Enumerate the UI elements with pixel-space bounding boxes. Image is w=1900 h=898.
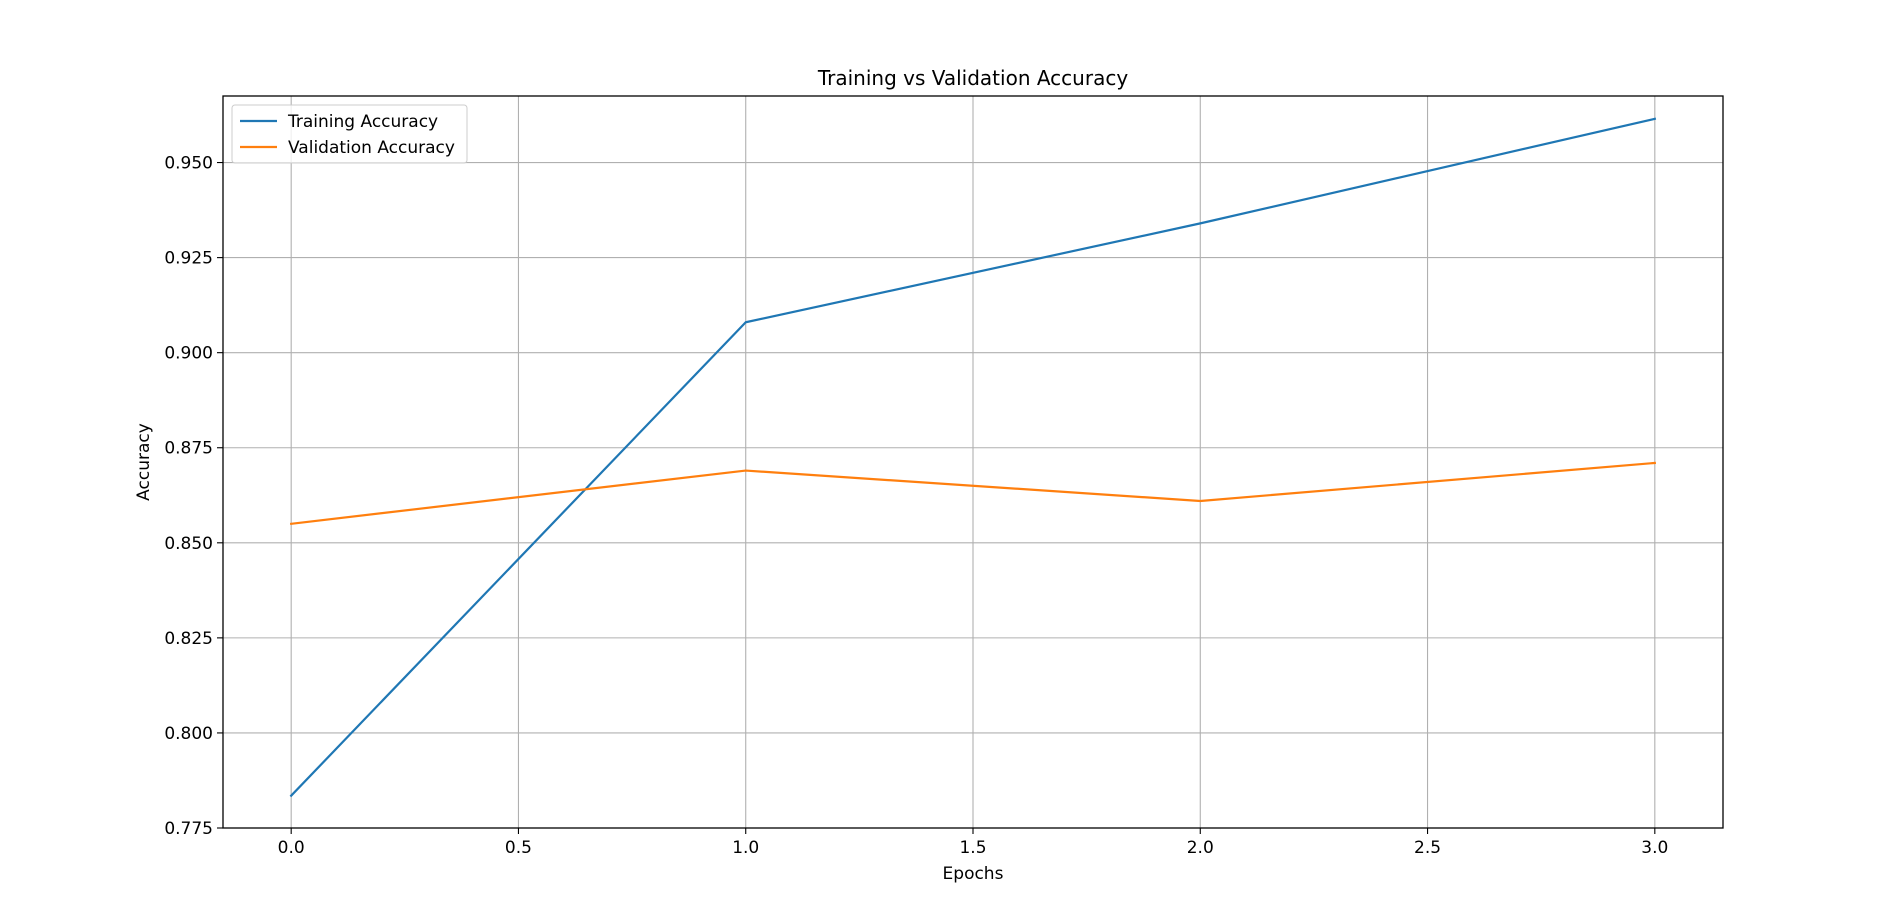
x-tick-label: 2.5 — [1414, 838, 1441, 858]
x-tick-label: 1.5 — [959, 838, 986, 858]
y-tick-label: 0.925 — [164, 249, 213, 269]
x-axis-ticks: 0.0 0.5 1.0 1.5 2.0 2.5 3.0 — [278, 828, 1668, 858]
y-tick-label: 0.950 — [164, 154, 213, 174]
chart-title: Training vs Validation Accuracy — [817, 66, 1128, 90]
x-tick-label: 2.0 — [1187, 838, 1214, 858]
x-tick-label: 0.0 — [278, 838, 305, 858]
legend-box — [231, 104, 468, 164]
series-layer — [289, 117, 1657, 798]
x-tick-label: 1.0 — [732, 838, 759, 858]
y-tick-label: 0.900 — [164, 344, 213, 364]
y-tick-label: 0.800 — [164, 724, 213, 744]
legend-entries: Training Accuracy Validation Accuracy — [240, 112, 455, 158]
legend: Training Accuracy Validation Accuracy — [231, 104, 468, 164]
x-axis-label: Epochs — [943, 864, 1004, 884]
x-tick-label: 0.5 — [505, 838, 532, 858]
series-line-training-accuracy — [289, 117, 1657, 798]
legend-label-training-accuracy: Training Accuracy — [287, 112, 438, 132]
series-line-validation-accuracy — [289, 461, 1657, 526]
y-axis-label: Accuracy — [134, 423, 154, 501]
y-tick-label: 0.825 — [164, 629, 213, 649]
legend-label-validation-accuracy: Validation Accuracy — [288, 138, 455, 158]
y-tick-label: 0.850 — [164, 534, 213, 554]
x-tick-label: 3.0 — [1641, 838, 1668, 858]
y-tick-label: 0.775 — [164, 819, 213, 839]
y-axis-ticks: 0.775 0.800 0.825 0.850 0.875 0.900 0.925 0.950 — [164, 154, 223, 839]
y-tick-label: 0.875 — [164, 439, 213, 459]
